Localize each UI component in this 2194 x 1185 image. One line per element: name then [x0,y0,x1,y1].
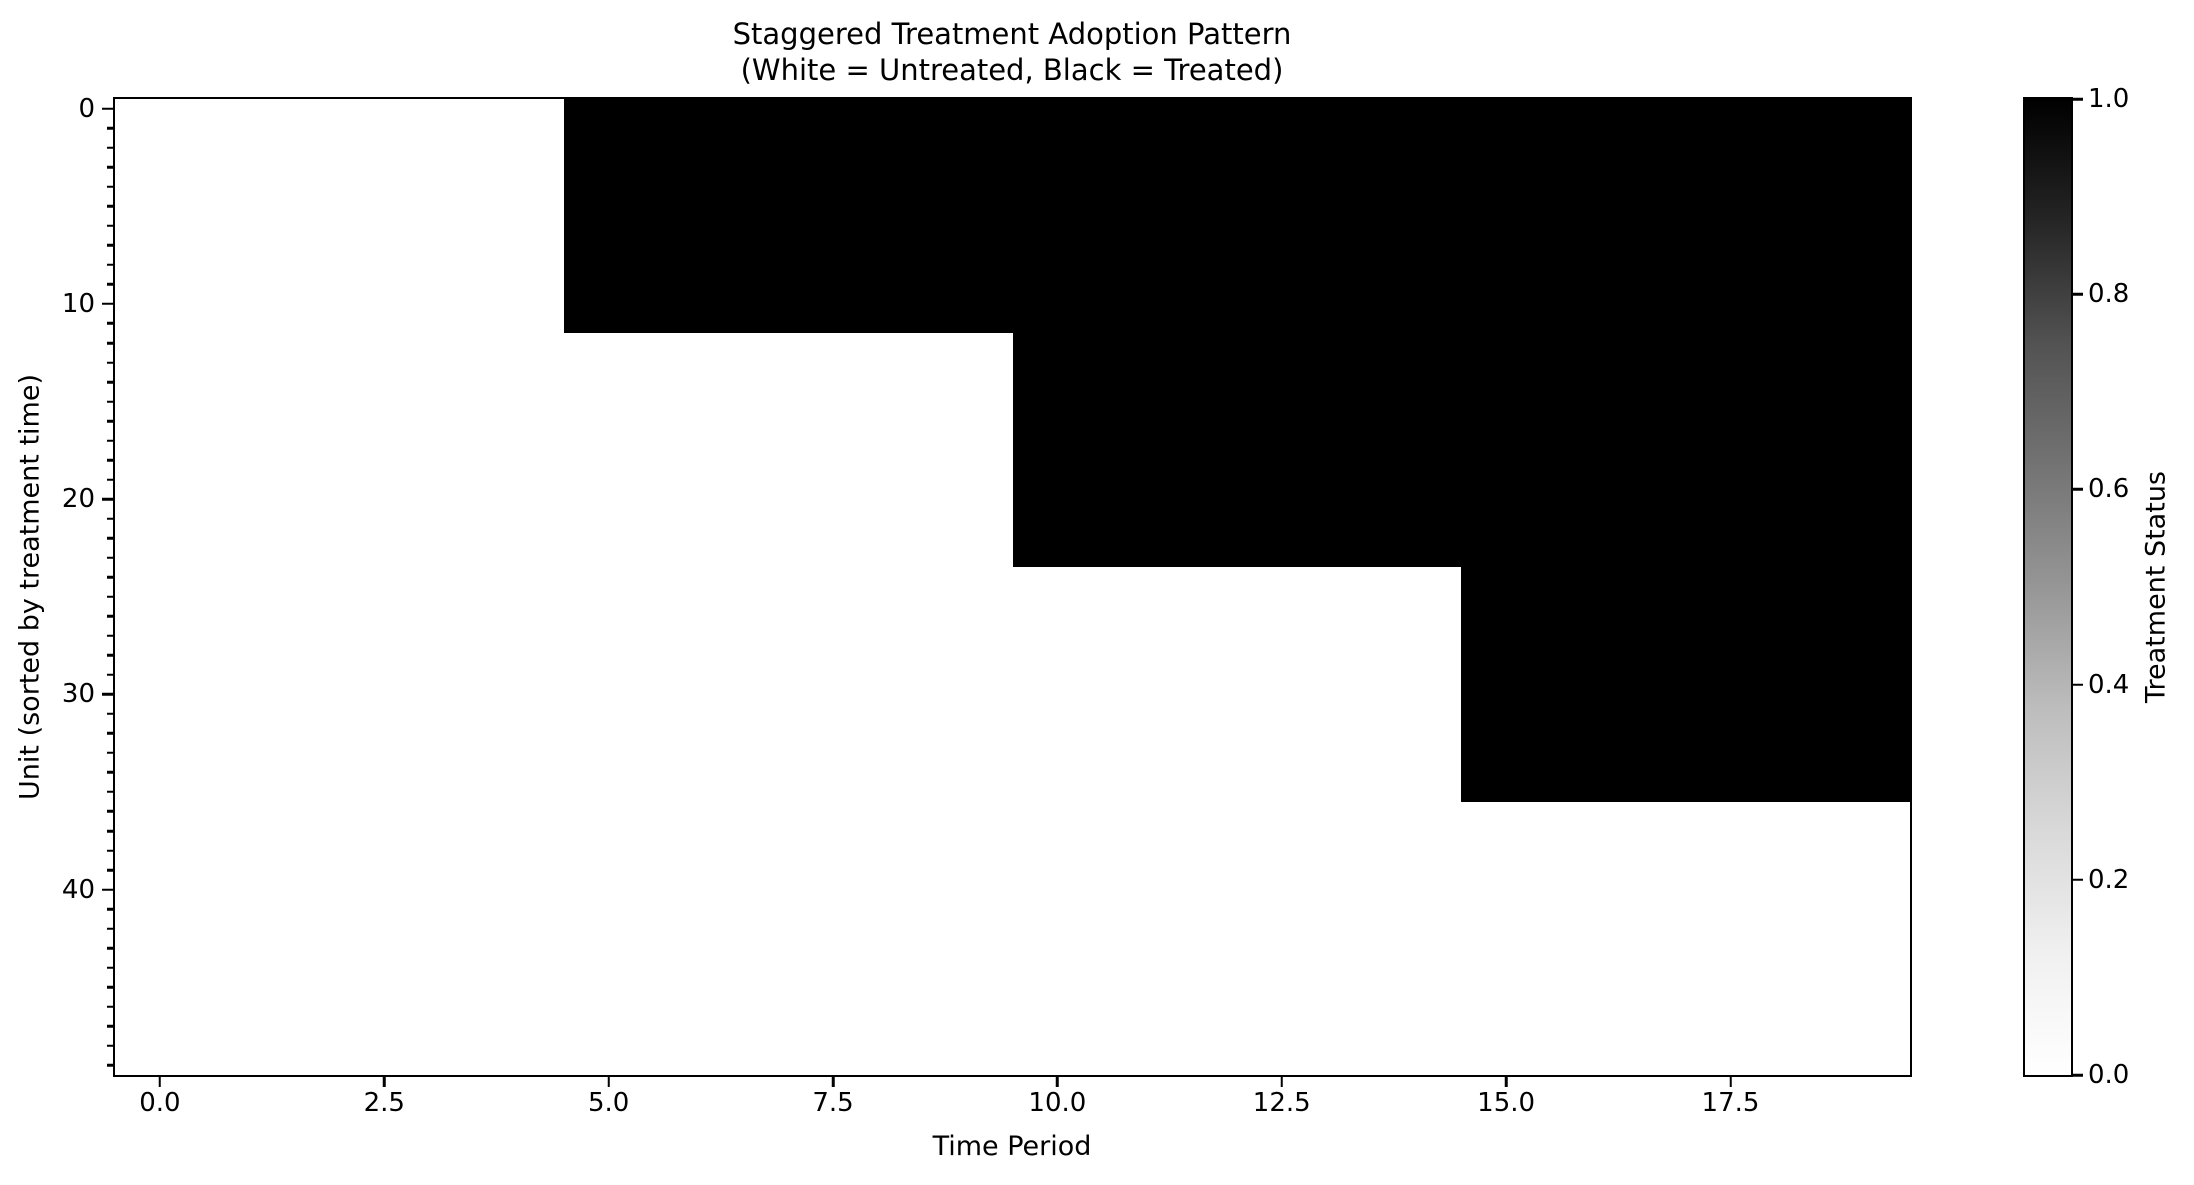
chart-title-line-2: (White = Untreated, Black = Treated) [740,53,1284,87]
y-minor-tick-mark [107,146,115,150]
y-tick-label: 40 [61,874,95,905]
x-tick-label: 5.0 [587,1088,630,1118]
y-minor-tick-mark [107,615,115,618]
y-minor-tick-mark [107,1024,115,1028]
y-minor-tick-mark [107,322,115,325]
y-minor-tick-mark [107,1063,115,1067]
y-minor-tick-mark [107,927,115,930]
x-tick-mark [1056,1075,1059,1087]
colorbar-tick-label: 0.2 [2088,864,2130,895]
y-minor-tick-mark [107,868,115,872]
y-minor-tick-mark [107,771,115,774]
y-minor-tick-mark [107,654,115,657]
heatmap-plot-area: 0.0 2.5 5.0 7.5 10.0 12.5 15.0 17.5 0 10 20 30 40 [62,96,1912,1116]
y-minor-tick-mark [107,536,115,540]
treated-region-cohort-adopt-t5 [563,99,1910,334]
y-tick-mark [102,497,115,501]
x-tick-mark [1280,1075,1283,1087]
x-tick-label: 15.0 [1477,1088,1536,1118]
y-tick-mark [102,693,115,696]
treated-region-cohort-adopt-t15 [1461,567,1910,802]
y-minor-tick-mark [107,341,115,345]
x-axis-label: Time Period [932,1131,1092,1162]
y-minor-tick-mark [107,810,115,813]
x-tick-mark [607,1075,610,1087]
y-minor-tick-mark [107,907,115,911]
y-minor-tick-mark [107,224,115,228]
y-minor-tick-mark [107,205,115,208]
y-minor-tick-mark [107,166,115,169]
colorbar-tick-mark [2071,683,2083,686]
y-tick-mark [102,107,115,110]
treated-region-cohort-adopt-t10 [1012,333,1910,568]
y-tick-label: 30 [61,679,95,710]
y-minor-tick-mark [107,673,115,677]
y-axis-label: Unit (sorted by treatment time) [14,374,46,800]
y-tick-mark [102,888,115,891]
y-minor-tick-mark [107,985,115,989]
colorbar: 1.0 0.8 0.6 0.4 0.2 0.0 [2023,86,2129,1088]
y-minor-tick-mark [107,712,115,716]
colorbar-tick-label: 0.4 [2088,669,2130,700]
x-tick-label: 7.5 [812,1088,854,1118]
y-minor-tick-mark [107,575,115,579]
y-minor-tick-mark [107,634,115,638]
x-tick-label: 0.0 [139,1088,181,1118]
y-minor-tick-mark [107,185,115,189]
y-tick-label: 10 [61,288,95,319]
y-minor-tick-mark [107,458,115,462]
y-minor-tick-mark [107,829,115,833]
y-minor-tick-mark [107,419,115,423]
y-tick-mark [102,302,115,306]
y-minor-tick-mark [107,263,115,267]
y-minor-tick-mark [107,283,115,286]
y-minor-tick-mark [107,400,115,403]
y-minor-tick-mark [107,380,115,384]
x-tick-label: 10.0 [1028,1088,1087,1118]
colorbar-tick-mark [2071,292,2083,296]
y-minor-tick-mark [107,1044,115,1047]
y-minor-tick-mark [107,732,115,735]
y-minor-tick-mark [107,1005,115,1008]
y-minor-tick-mark [107,361,115,364]
y-minor-tick-mark [107,751,115,755]
x-tick-mark [831,1075,835,1087]
colorbar-tick-label: 0.6 [2088,474,2130,505]
colorbar-tick-label: 0.8 [2088,279,2130,310]
colorbar-tick-mark [2071,878,2083,882]
chart-title-line-1: Staggered Treatment Adoption Pattern [732,17,1292,51]
colorbar-tick-mark [2071,488,2083,491]
x-tick-mark [1729,1075,1732,1087]
x-tick-mark [383,1075,386,1087]
y-minor-tick-mark [107,966,115,969]
y-minor-tick-mark [107,478,115,481]
x-tick-label: 12.5 [1252,1088,1311,1118]
x-tick-label: 17.5 [1701,1088,1760,1118]
y-minor-tick-mark [107,946,115,950]
x-tick-mark [158,1075,162,1087]
x-tick-label: 2.5 [363,1088,405,1118]
y-minor-tick-mark [107,127,115,130]
colorbar-label: Treatment Status [2140,470,2172,704]
y-tick-label: 20 [61,484,95,515]
y-minor-tick-mark [107,244,115,247]
y-minor-tick-mark [107,595,115,598]
y-minor-tick-mark [107,849,115,852]
y-minor-tick-mark [107,556,115,559]
colorbar-tick-label: 1.0 [2088,84,2130,114]
y-minor-tick-mark [107,790,115,794]
x-tick-mark [1504,1075,1508,1087]
y-minor-tick-mark [107,517,115,520]
colorbar-tick-mark [2071,97,2083,101]
colorbar-tick-label: 0.0 [2088,1060,2130,1090]
chart-title: Staggered Treatment Adoption Pattern (Wh… [113,16,1911,88]
y-tick-label: 0 [78,93,95,124]
colorbar-tick-mark [2071,1073,2083,1077]
y-minor-tick-mark [107,439,115,442]
